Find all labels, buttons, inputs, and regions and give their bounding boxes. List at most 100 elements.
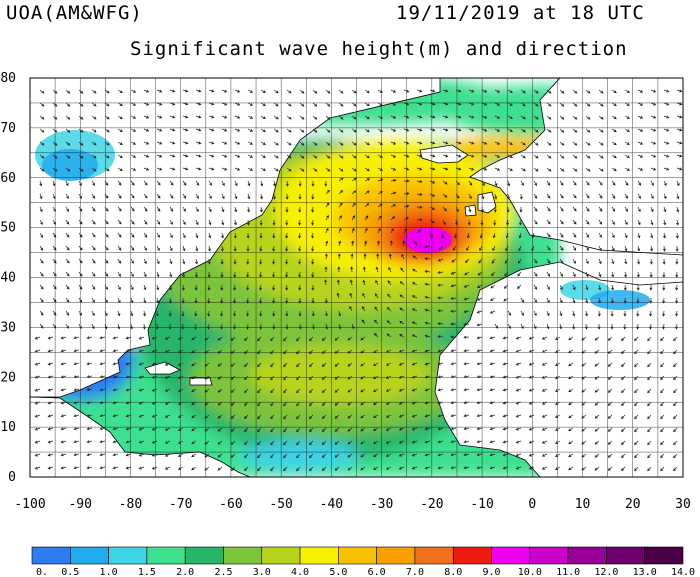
direction-arrow bbox=[581, 362, 587, 367]
direction-arrow bbox=[594, 362, 600, 367]
direction-arrow bbox=[39, 154, 45, 159]
direction-arrow bbox=[259, 258, 263, 265]
direction-arrow bbox=[39, 258, 44, 264]
direction-arrow bbox=[47, 414, 54, 418]
direction-arrow bbox=[350, 266, 354, 273]
direction-arrow bbox=[65, 141, 71, 146]
direction-arrow bbox=[130, 102, 137, 106]
direction-arrow bbox=[620, 388, 626, 394]
direction-arrow bbox=[177, 414, 184, 418]
direction-arrow bbox=[559, 193, 564, 199]
direction-arrow bbox=[125, 362, 132, 366]
direction-arrow bbox=[247, 167, 254, 171]
direction-arrow bbox=[243, 375, 249, 381]
direction-arrow bbox=[364, 115, 370, 120]
direction-arrow bbox=[411, 282, 418, 286]
direction-arrow bbox=[568, 349, 574, 354]
direction-arrow bbox=[437, 414, 444, 418]
direction-arrow bbox=[515, 453, 522, 457]
direction-arrow bbox=[673, 362, 678, 368]
direction-arrow bbox=[117, 297, 121, 304]
direction-arrow bbox=[546, 180, 551, 186]
direction-arrow bbox=[520, 89, 526, 94]
direction-arrow bbox=[78, 323, 82, 330]
direction-arrow bbox=[230, 466, 236, 471]
direction-arrow bbox=[554, 336, 561, 340]
direction-arrow bbox=[259, 323, 263, 330]
direction-arrow bbox=[634, 375, 639, 381]
direction-arrow bbox=[437, 388, 444, 392]
direction-arrow bbox=[620, 414, 626, 420]
direction-arrow bbox=[168, 324, 172, 330]
direction-arrow bbox=[91, 258, 96, 264]
direction-arrow bbox=[507, 115, 513, 119]
direction-arrow bbox=[660, 414, 665, 420]
direction-arrow bbox=[52, 180, 56, 187]
direction-arrow bbox=[389, 240, 393, 247]
direction-arrow bbox=[476, 466, 483, 470]
direction-arrow bbox=[207, 297, 211, 304]
direction-arrow bbox=[221, 206, 225, 213]
direction-arrow bbox=[298, 271, 302, 278]
direction-arrow bbox=[91, 232, 96, 238]
direction-arrow bbox=[411, 362, 418, 366]
direction-arrow bbox=[424, 295, 431, 299]
direction-arrow bbox=[47, 453, 54, 457]
direction-arrow bbox=[476, 440, 483, 444]
direction-arrow bbox=[611, 89, 617, 94]
direction-arrow bbox=[424, 388, 431, 392]
direction-arrow bbox=[325, 102, 331, 107]
direction-arrow bbox=[143, 297, 147, 304]
direction-arrow bbox=[662, 284, 666, 291]
direction-arrow bbox=[520, 128, 526, 133]
direction-arrow bbox=[676, 128, 683, 132]
direction-arrow bbox=[324, 297, 328, 304]
source-label: UOA(AM&WFG) bbox=[6, 2, 143, 24]
direction-arrow bbox=[416, 167, 423, 171]
direction-arrow bbox=[515, 362, 522, 366]
direction-arrow bbox=[463, 310, 470, 314]
direction-arrow bbox=[673, 440, 678, 446]
colorbar-swatch bbox=[529, 546, 569, 565]
direction-arrow bbox=[481, 102, 488, 106]
direction-arrow bbox=[104, 258, 109, 264]
direction-arrow bbox=[338, 128, 344, 133]
direction-arrow bbox=[99, 349, 106, 353]
direction-arrow bbox=[663, 115, 670, 119]
direction-arrow bbox=[73, 440, 80, 444]
direction-arrow bbox=[65, 115, 71, 120]
direction-arrow bbox=[296, 414, 301, 420]
direction-arrow bbox=[47, 427, 54, 431]
direction-arrow bbox=[649, 258, 653, 265]
direction-arrow bbox=[299, 128, 305, 133]
direction-arrow bbox=[270, 401, 275, 407]
latitude-tick-label: 0 bbox=[8, 470, 16, 485]
direction-arrow bbox=[156, 128, 163, 132]
direction-arrow bbox=[130, 232, 135, 238]
direction-arrow bbox=[554, 401, 561, 405]
direction-arrow bbox=[611, 206, 616, 212]
direction-arrow bbox=[481, 128, 488, 132]
direction-arrow bbox=[504, 271, 509, 277]
direction-arrow bbox=[637, 245, 641, 252]
direction-arrow bbox=[99, 362, 106, 366]
direction-arrow bbox=[334, 388, 340, 393]
direction-arrow bbox=[65, 206, 69, 212]
direction-arrow bbox=[386, 320, 392, 325]
direction-arrow bbox=[143, 219, 148, 225]
direction-arrow bbox=[34, 414, 41, 418]
direction-arrow bbox=[60, 427, 67, 431]
direction-arrow bbox=[493, 219, 497, 226]
direction-arrow bbox=[468, 154, 475, 158]
direction-arrow bbox=[481, 115, 488, 119]
direction-arrow bbox=[377, 215, 382, 221]
direction-arrow bbox=[585, 258, 589, 265]
direction-arrow bbox=[243, 401, 249, 407]
direction-arrow bbox=[528, 336, 535, 340]
direction-arrow bbox=[257, 453, 262, 459]
direction-arrow bbox=[130, 115, 137, 119]
direction-arrow bbox=[476, 401, 483, 405]
direction-arrow bbox=[675, 323, 679, 330]
direction-arrow bbox=[60, 414, 67, 418]
direction-arrow bbox=[234, 128, 241, 132]
